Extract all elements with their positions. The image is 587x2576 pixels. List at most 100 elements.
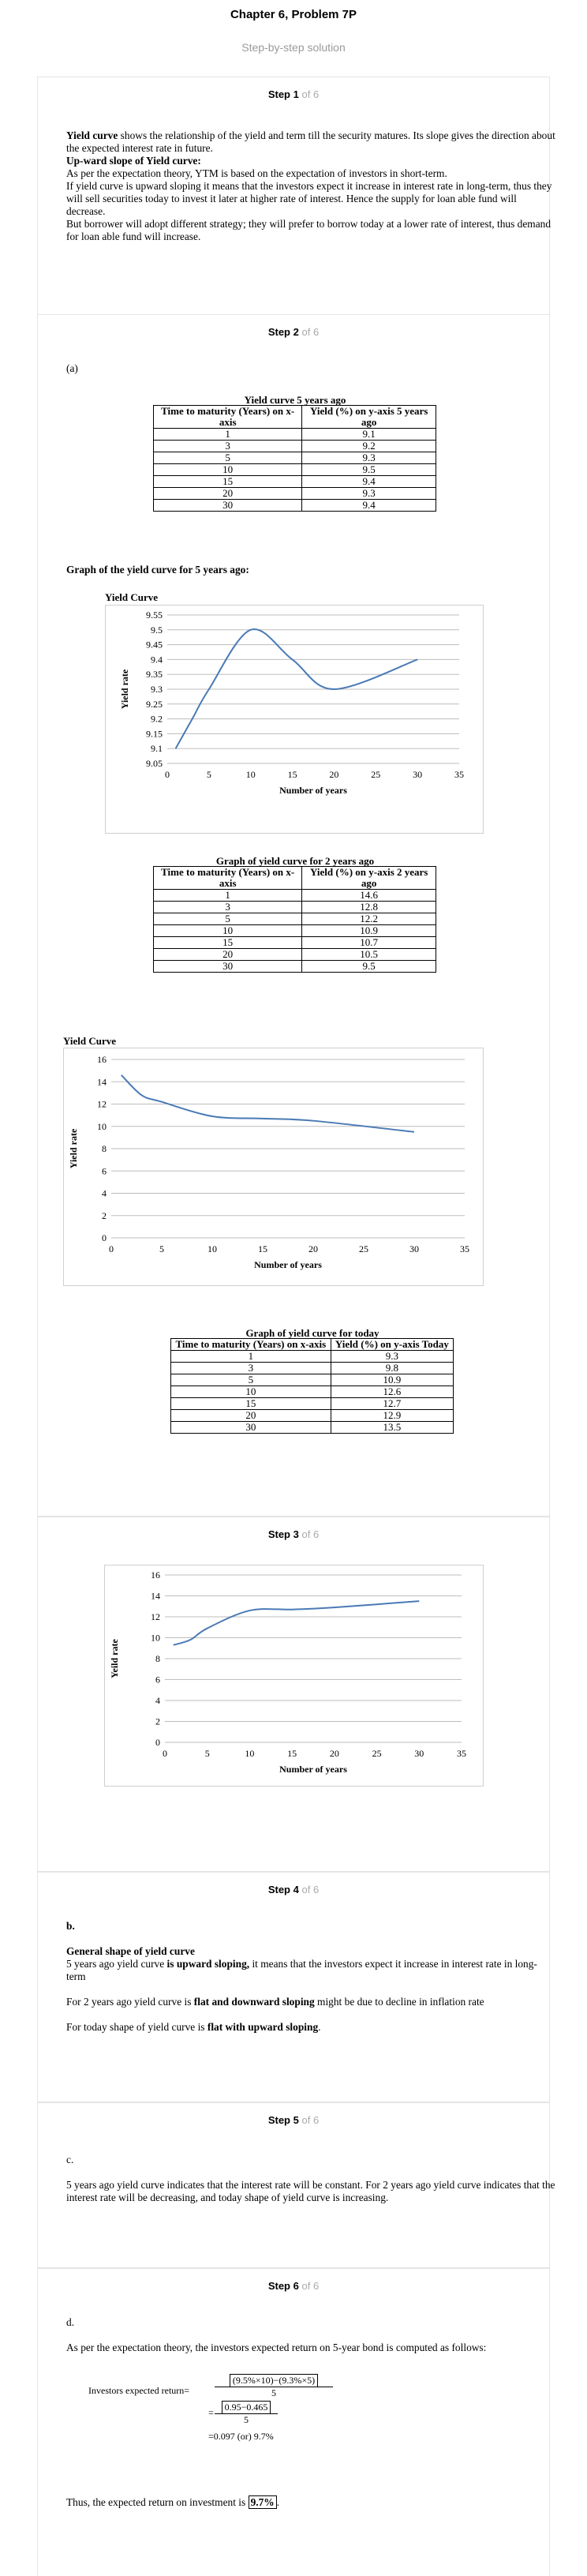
y-axis-label: Yield rate [68,1128,79,1168]
table-row: 10 10.9 [152,924,436,937]
x-tick-label: 20 [330,1748,339,1759]
chart-2: 0 2 4 6 8 10 12 14 16 0 5 10 15 20 25 30 35 Number of yea… [63,1048,484,1286]
yield-table-today: Time to maturity (Years) on x-axis Yield … [170,1338,454,1434]
table-cell: 9.5 [301,960,436,973]
x-axis-label: Number of years [279,785,347,796]
table-cell: 9.2 [301,440,436,452]
x-axis-label: Number of years [279,1764,347,1775]
table-row: 5 12.2 [152,913,436,925]
step-2-card: Step 2 of 6 (a) Yield curve 5 years ago … [37,314,550,1517]
x-tick-label: 30 [409,1243,419,1254]
table-cell: 1 [152,889,303,902]
x-tick-label: 15 [258,1243,267,1254]
chart-2-title: Yield Curve [63,1035,117,1047]
y-tick-label: 14 [151,1591,160,1602]
x-tick-label: 35 [460,1243,469,1254]
x-tick-label: 0 [165,769,170,780]
x-tick-label: 25 [359,1243,368,1254]
x-tick-label: 30 [414,1748,424,1759]
x-tick-label: 5 [207,769,211,780]
y-tick-label: 6 [155,1674,160,1685]
y-tick-label: 8 [155,1653,160,1664]
series-line [173,1600,420,1646]
answer-box: 9.7% [248,2495,277,2509]
step-3-heading: Step 3 of 6 [267,1528,320,1540]
table-row: 3 9.2 [152,440,436,452]
step-6-body: d. As per the expectation theory, the in… [66,2316,555,2354]
x-tick-label: 20 [329,769,338,780]
x-tick-label: 15 [287,1748,297,1759]
table-cell: 10.9 [301,924,436,937]
y-tick-label: 4 [155,1695,160,1706]
table-cell: 9.8 [330,1362,454,1374]
y-tick-label: 14 [97,1076,107,1087]
table-cell: 5 [152,913,303,925]
x-tick-label: 15 [288,769,297,780]
x-axis-label: Number of years [254,1259,322,1270]
page-title: Chapter 6, Problem 7P [230,8,357,21]
step-5-body: c. 5 years ago yield curve indicates tha… [66,2154,555,2203]
y-tick-label: 9.45 [146,639,163,651]
table-cell: 12.6 [330,1385,454,1398]
table-cell: 9.3 [330,1350,454,1363]
y-tick-label: 4 [102,1188,107,1199]
series-line [121,1074,415,1133]
table-cell: 9.4 [301,499,436,512]
table-cell: 10 [152,924,303,937]
table-cell: 15 [152,936,303,949]
table-cell: 30 [152,499,303,512]
y-axis-label: Yield rate [119,669,130,709]
x-tick-label: 35 [454,769,464,780]
y-tick-label: 0 [102,1232,107,1243]
table-row: 30 9.5 [152,960,436,973]
y-tick-label: 0 [155,1737,160,1748]
y-tick-label: 9.25 [146,699,163,710]
step-4-body: b. General shape of yield curve 5 years … [66,1920,537,2033]
general-shape-heading: General shape of yield curve [66,1945,195,1957]
step-5-heading: Step 5 of 6 [267,2114,320,2126]
table-cell: 15 [170,1397,331,1410]
upward-slope-heading: Up-ward slope of Yield curve: [66,155,201,167]
y-tick-label: 10 [97,1121,107,1132]
table-cell: 1 [170,1350,331,1363]
x-tick-label: 5 [159,1243,164,1254]
y-tick-label: 2 [102,1210,107,1221]
yield-table-5-years-ago: Time to maturity (Years) on x-axis Yield … [152,405,436,512]
table-cell: 3 [170,1362,331,1374]
table-row: 1 9.3 [170,1350,454,1363]
table-2-caption: Graph of yield curve for 2 years ago [215,855,375,867]
table-cell: 5 [152,452,303,464]
table-cell: 1 [152,428,303,441]
table-cell: 10.7 [301,936,436,949]
table-cell: 12.2 [301,913,436,925]
step-6-heading: Step 6 of 6 [267,2280,320,2292]
chart-2-svg: 0 2 4 6 8 10 12 14 16 0 5 10 15 20 25 30 35 Number of yea… [68,1054,469,1270]
table-cell: 9.3 [301,487,436,500]
yield-curve-term: Yield curve [66,129,118,141]
x-tick-label: 25 [372,1748,382,1759]
chart-1-title: Yield Curve [105,591,159,603]
table-cell: 10.5 [301,948,436,961]
chart-3-svg: 0 2 4 6 8 10 12 14 16 0 5 10 15 20 25 30 35 Number of yea… [109,1569,466,1775]
table-cell: 20 [170,1409,331,1422]
table-cell: 10.9 [330,1374,454,1386]
y-tick-label: 16 [151,1569,160,1580]
table-row: 20 12.9 [170,1409,454,1422]
y-tick-label: 12 [151,1611,160,1622]
table-row: 15 12.7 [170,1397,454,1410]
step-4-card: Step 4 of 6 b. General shape of yield cu… [37,1872,550,2102]
table-cell: 30 [152,960,303,973]
table-row: 5 9.3 [152,452,436,464]
table-1-caption: Yield curve 5 years ago [244,394,346,406]
table-row: 30 9.4 [152,499,436,512]
table-cell: 15 [152,475,303,488]
table-row: 3 9.8 [170,1362,454,1374]
part-a-label: (a) [66,362,78,374]
step-6-card: Step 6 of 6 d. As per the expectation th… [37,2268,550,2576]
table-row: 10 9.5 [152,463,436,476]
y-tick-label: 10 [151,1633,160,1644]
y-tick-label: 9.15 [146,728,163,739]
table-row: 20 10.5 [152,948,436,961]
table-row: 1 9.1 [152,428,436,441]
table-cell: 12.9 [330,1409,454,1422]
